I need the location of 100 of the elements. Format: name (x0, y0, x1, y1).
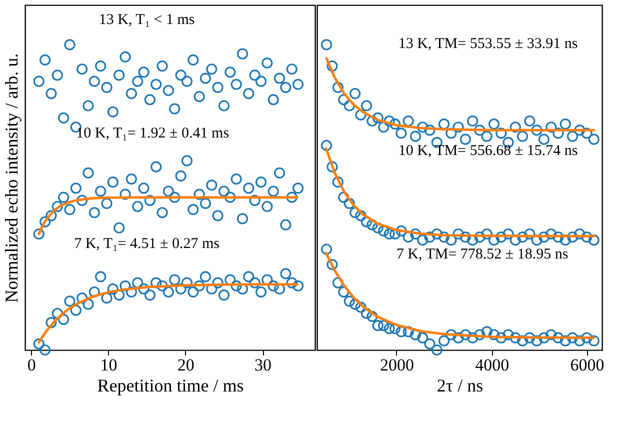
point (70, 304, 82, 316)
point (546, 329, 557, 340)
point (384, 228, 395, 240)
point (169, 103, 180, 114)
x-tick-label: 0 (27, 356, 36, 374)
point (431, 228, 442, 240)
point (243, 88, 254, 100)
point (162, 286, 174, 298)
point (452, 332, 464, 344)
point (175, 170, 186, 182)
x-tick-label: 4000 (475, 356, 510, 374)
point (402, 115, 414, 127)
point (218, 290, 230, 301)
point (517, 130, 528, 142)
point (517, 232, 528, 243)
x-axis-title: Repetition time / ms (97, 376, 244, 396)
point (389, 228, 401, 240)
point (268, 94, 279, 106)
point (212, 277, 224, 288)
point (474, 329, 486, 340)
annotation: 7 K, T₁= 4.51 ± 0.27 ms (74, 236, 220, 252)
point (280, 82, 292, 93)
point (574, 124, 586, 136)
point (58, 192, 70, 203)
point (107, 283, 118, 294)
point (255, 76, 267, 87)
point (552, 332, 564, 344)
point (431, 344, 442, 356)
point (101, 198, 112, 209)
point (350, 298, 361, 310)
point (206, 180, 218, 191)
point (355, 109, 366, 120)
point (76, 64, 88, 75)
point (424, 124, 436, 136)
point (126, 173, 137, 185)
point (566, 332, 578, 344)
point (360, 308, 372, 319)
point (344, 198, 355, 209)
point (156, 60, 168, 72)
point (169, 192, 180, 203)
point (320, 244, 332, 255)
point (460, 329, 471, 340)
point (218, 100, 230, 112)
point (326, 60, 338, 72)
point (286, 192, 298, 203)
x-tick-label: 10 (100, 356, 118, 374)
point (82, 298, 94, 310)
point (194, 188, 205, 200)
point (120, 280, 131, 292)
point (488, 329, 500, 340)
point (496, 332, 507, 344)
point (230, 78, 242, 90)
point (126, 286, 137, 298)
point (389, 118, 401, 130)
point (481, 326, 492, 338)
point (95, 60, 106, 72)
point (262, 200, 273, 212)
point (488, 234, 500, 246)
point (58, 314, 70, 326)
point (101, 292, 112, 304)
point (156, 207, 168, 218)
point (144, 194, 156, 206)
point (446, 128, 457, 139)
point (502, 228, 514, 240)
x-axis-title: 2τ / ns (436, 376, 484, 396)
point (230, 173, 242, 185)
point (517, 335, 528, 346)
point (64, 296, 76, 307)
point (52, 70, 63, 81)
point (384, 115, 395, 127)
point (249, 194, 260, 206)
point (33, 228, 44, 240)
point (212, 82, 224, 93)
point (107, 176, 118, 188)
point (230, 280, 242, 292)
point (46, 88, 57, 100)
point (40, 344, 51, 356)
point (378, 225, 390, 236)
point (162, 186, 174, 197)
x-tick-label: 20 (177, 356, 194, 374)
point (531, 234, 542, 246)
point (46, 316, 57, 328)
point (114, 70, 125, 81)
point (588, 134, 600, 145)
point (286, 277, 298, 288)
point (236, 48, 248, 60)
point (224, 66, 236, 78)
point (144, 94, 156, 106)
point (538, 232, 550, 243)
point (560, 234, 571, 246)
point (76, 292, 88, 304)
point (488, 118, 500, 130)
point (132, 277, 144, 288)
point (82, 167, 94, 178)
point (169, 274, 180, 286)
point (344, 100, 355, 112)
annotation: 10 K, TM= 556.68 ± 15.74 ns (398, 142, 578, 159)
point (474, 232, 486, 243)
point (524, 115, 536, 127)
point (58, 112, 70, 124)
